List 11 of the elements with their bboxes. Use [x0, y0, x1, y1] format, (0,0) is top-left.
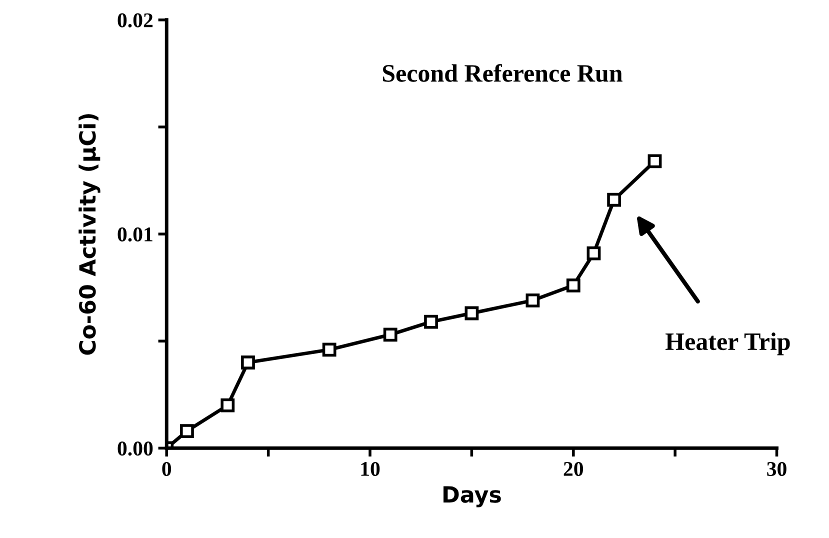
- x-tick-label: 10: [361, 462, 380, 476]
- x-tick-label: 0: [162, 462, 172, 476]
- annotation: Heater Trip: [666, 332, 790, 356]
- annotation: Second Reference Run: [382, 64, 622, 82]
- x-tick-label: 30: [767, 462, 786, 476]
- x-axis-title: Days: [444, 486, 501, 508]
- y-tick-label: 0.00: [118, 442, 153, 456]
- y-tick-label: 0.02: [118, 13, 153, 28]
- y-axis-title: Co-60 Activity (µCi): [78, 114, 100, 355]
- x-tick-label: 20: [564, 462, 584, 476]
- y-tick-label: 0.01: [118, 227, 152, 242]
